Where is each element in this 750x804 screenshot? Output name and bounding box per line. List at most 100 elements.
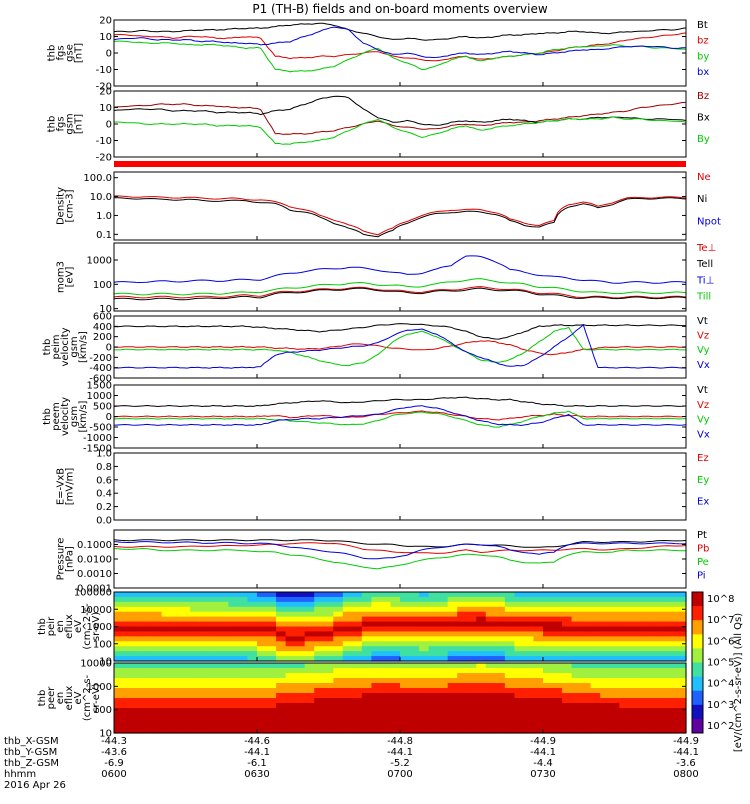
spectrogram-cell	[314, 626, 325, 633]
spectrogram-cell	[314, 663, 325, 669]
orbit-row-value: -44.9	[530, 736, 556, 747]
spectrogram-cell	[304, 636, 315, 642]
spectrogram-cell	[438, 678, 449, 684]
spectrogram-cell	[676, 656, 687, 662]
y-tick-label: -500	[89, 423, 112, 434]
spectrogram-cell	[638, 592, 649, 598]
spectrogram-cell	[199, 678, 210, 684]
spectrogram-cell	[342, 641, 353, 647]
spectrogram-cell	[571, 616, 582, 623]
spectrogram-cell	[285, 631, 296, 637]
spectrogram-cell	[571, 596, 582, 603]
spectrogram-cell	[628, 703, 639, 709]
spectrogram-cell	[619, 651, 630, 657]
spectrogram-cell	[504, 668, 515, 674]
spectrogram-cell	[562, 703, 573, 709]
spectrogram-cell	[199, 723, 210, 729]
spectrogram-cell	[419, 631, 430, 637]
spectrogram-cell	[333, 606, 344, 613]
spectrogram-cell	[485, 713, 496, 719]
spectrogram-cell	[199, 621, 210, 628]
spectrogram-cell	[142, 683, 153, 689]
spectrogram-cell	[380, 626, 392, 633]
spectrogram-cell	[543, 592, 554, 598]
spectrogram-cell	[514, 592, 525, 598]
spectrogram-cell	[466, 596, 477, 603]
spectrogram-cell	[190, 611, 201, 618]
spectrogram-cell	[438, 713, 449, 719]
spectrogram-cell	[647, 641, 658, 647]
spectrogram-cell	[180, 718, 191, 724]
spectrogram-cell	[237, 616, 249, 623]
spectrogram-cell	[390, 611, 401, 618]
spectrogram-cell	[323, 708, 334, 714]
spectrogram-cell	[342, 718, 353, 724]
spectrogram-cell	[581, 698, 592, 704]
spectrogram-cell	[142, 601, 153, 608]
colorbar-tick-label: 10^4	[707, 679, 734, 690]
spectrogram-cell	[266, 592, 277, 598]
spectrogram-cell	[619, 611, 630, 618]
orbit-row-value: -44.1	[387, 747, 413, 758]
spectrogram-cell	[457, 698, 468, 704]
spectrogram-cell	[666, 641, 678, 647]
spectrogram-cell	[638, 698, 649, 704]
spectrogram-cell	[485, 611, 496, 618]
spectrogram-cell	[504, 611, 515, 618]
spectrogram-cell	[552, 606, 563, 613]
spectrogram-cell	[457, 688, 468, 694]
spectrogram-cell	[409, 646, 420, 652]
spectrogram-cell	[142, 616, 153, 623]
spectrogram-cell	[543, 631, 554, 637]
spectrogram-cell	[476, 673, 487, 679]
spectrogram-cell	[543, 668, 554, 674]
legend-entry-Npot: Npot	[697, 216, 721, 227]
spectrogram-cell	[323, 713, 334, 719]
spectrogram-cell	[581, 668, 592, 674]
y-tick-label: 0.4	[96, 489, 112, 500]
spectrogram-cell	[657, 641, 668, 647]
spectrogram-cell	[457, 592, 468, 598]
spectrogram-cell	[199, 663, 210, 669]
spectrogram-cell	[276, 626, 287, 633]
spectrogram-cell	[142, 636, 153, 642]
spectrogram-cell	[380, 631, 392, 637]
spectrogram-cell	[628, 626, 639, 633]
spectrogram-cell	[523, 673, 535, 679]
spectrogram-cell	[466, 651, 477, 657]
spectrogram-cell	[333, 631, 344, 637]
spectrogram-cell	[342, 678, 353, 684]
spectrogram-cell	[314, 651, 325, 657]
spectrogram-cell	[600, 678, 611, 684]
spectrogram-cell	[314, 718, 325, 724]
spectrogram-cell	[676, 663, 687, 669]
spectrogram-cell	[428, 728, 439, 734]
spectrogram-cell	[180, 708, 191, 714]
spectrogram-cell	[295, 703, 306, 709]
spectrogram-cell	[676, 601, 687, 608]
spectrogram-cell	[476, 723, 487, 729]
spectrogram-cell	[171, 656, 182, 662]
spectrogram-cell	[257, 641, 268, 647]
spectrogram-cell	[123, 728, 134, 734]
spectrogram-cell	[523, 596, 535, 603]
spectrogram-cell	[123, 601, 134, 608]
spectrogram-cell	[581, 611, 592, 618]
spectrogram-cell	[562, 611, 573, 618]
spectrogram-cell	[676, 651, 687, 657]
spectrogram-cell	[666, 601, 678, 608]
spectrogram-cell	[133, 636, 144, 642]
y-axis-label: sr-eV)	[91, 612, 102, 641]
spectrogram-cell	[514, 668, 525, 674]
spectrogram-cell	[266, 698, 277, 704]
spectrogram-cell	[409, 703, 420, 709]
spectrogram-cell	[285, 592, 296, 598]
spectrogram-cell	[409, 592, 420, 598]
spectrogram-cell	[628, 651, 639, 657]
legend-entry-by: by	[697, 51, 709, 62]
spectrogram-cell	[428, 663, 439, 669]
spectrogram-cell	[371, 626, 382, 633]
spectrogram-cell	[333, 668, 344, 674]
spectrogram-cell	[114, 631, 125, 637]
colorbar-segment	[692, 718, 703, 734]
